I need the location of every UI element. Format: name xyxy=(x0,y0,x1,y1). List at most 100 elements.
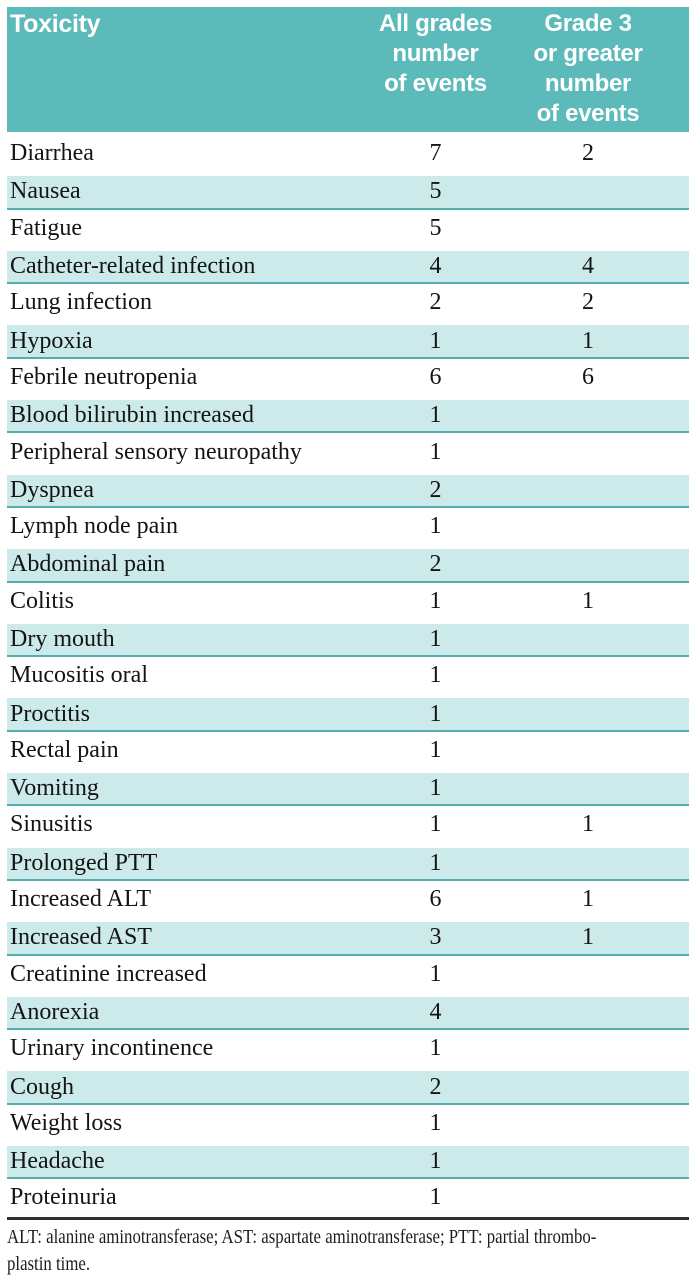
table-row: Rectal pain 1 xyxy=(7,731,689,770)
all-grades-cell: 6 xyxy=(429,363,442,390)
all-grades-cell: 1 xyxy=(429,1035,442,1062)
grade3-cell: 2 xyxy=(582,140,594,167)
all-grades-cell: 5 xyxy=(429,178,442,205)
table-row: Dyspnea 2 xyxy=(7,470,689,508)
toxicity-cell: Catheter-related infection xyxy=(10,253,256,280)
table-row: Anorexia 4 xyxy=(7,992,689,1031)
table-bottom-rule xyxy=(7,1216,689,1220)
toxicity-cell: Proteinuria xyxy=(10,1184,117,1211)
table-row: Increased ALT 6 1 xyxy=(7,880,689,919)
toxicity-cell: Hypoxia xyxy=(10,327,93,354)
table-row: Peripheral sensory neuropathy 1 xyxy=(7,433,689,471)
toxicity-cell: Lymph node pain xyxy=(10,513,178,540)
grade3-cell: 1 xyxy=(582,327,594,354)
all-grades-cell: 1 xyxy=(429,513,442,540)
toxicity-cell: Creatinine increased xyxy=(10,960,207,987)
column-header-grade3: Grade 3 or greater number of events xyxy=(533,10,643,127)
table-row: Vomiting 1 xyxy=(7,769,689,807)
all-grades-cell: 3 xyxy=(429,924,442,951)
column-header-toxicity: Toxicity xyxy=(10,10,101,38)
table-row: Cough 2 xyxy=(7,1067,689,1105)
all-grades-cell: 1 xyxy=(429,1148,442,1175)
grade3-cell: 4 xyxy=(582,253,594,280)
table-row: Colitis 1 1 xyxy=(7,582,689,620)
all-grades-cell: 6 xyxy=(429,886,442,913)
toxicity-cell: Cough xyxy=(10,1073,75,1100)
all-grades-cell: 1 xyxy=(429,1184,442,1211)
table-row: Sinusitis 1 1 xyxy=(7,806,689,844)
table-row: Headache 1 xyxy=(7,1142,689,1180)
all-grades-cell: 4 xyxy=(429,253,442,280)
toxicity-cell: Colitis xyxy=(10,587,75,614)
all-grades-cell: 7 xyxy=(429,140,442,167)
toxicity-cell: Vomiting xyxy=(10,775,99,802)
all-grades-cell: 5 xyxy=(429,214,442,241)
table-body: Diarrhea 7 2 Nausea 5 Fatigue 5 Catheter-relate… xyxy=(7,135,689,1217)
toxicity-cell: Increased ALT xyxy=(10,886,152,913)
toxicity-cell: Headache xyxy=(10,1148,105,1175)
toxicity-cell: Urinary incontinence xyxy=(10,1035,214,1062)
toxicity-cell: Febrile neutropenia xyxy=(10,363,198,390)
all-grades-cell: 1 xyxy=(429,662,442,689)
toxicity-cell: Fatigue xyxy=(10,214,82,241)
table-row: Weight loss 1 xyxy=(7,1104,689,1143)
table-row: Increased AST 3 1 xyxy=(7,918,689,956)
toxicity-cell: Peripheral sensory neuropathy xyxy=(10,438,302,465)
all-grades-cell: 1 xyxy=(429,626,442,652)
toxicity-cell: Diarrhea xyxy=(10,140,94,167)
grade3-cell: 1 xyxy=(582,587,594,614)
toxicity-cell: Nausea xyxy=(10,178,81,205)
grade3-cell: 1 xyxy=(582,811,594,838)
toxicity-cell: Abdominal pain xyxy=(10,551,166,578)
all-grades-cell: 1 xyxy=(429,587,442,614)
table-row: Lymph node pain 1 xyxy=(7,507,689,546)
table-row: Hypoxia 1 1 xyxy=(7,321,689,359)
toxicity-cell: Prolonged PTT xyxy=(10,849,158,876)
all-grades-cell: 1 xyxy=(429,960,442,987)
toxicity-cell: Blood bilirubin increased xyxy=(10,402,254,429)
all-grades-cell: 1 xyxy=(429,402,442,429)
table-row: Fatigue 5 xyxy=(7,209,689,247)
table-row: Mucositis oral 1 xyxy=(7,657,689,695)
toxicity-cell: Lung infection xyxy=(10,289,152,316)
toxicity-cell: Rectal pain xyxy=(10,736,119,763)
table-row: Blood bilirubin increased 1 xyxy=(7,396,689,434)
toxicity-cell: Sinusitis xyxy=(10,811,93,838)
table-row: Nausea 5 xyxy=(7,172,689,210)
column-header-all-grades: All grades number of events xyxy=(378,10,493,97)
table-row: Proctitis 1 xyxy=(7,694,689,732)
all-grades-cell: 2 xyxy=(429,1073,442,1100)
all-grades-cell: 1 xyxy=(429,700,442,727)
toxicity-cell: Dry mouth xyxy=(10,626,115,652)
table-row: Lung infection 2 2 xyxy=(7,284,689,322)
abbreviations-footnote: ALT: alanine aminotransferase; AST: aspa… xyxy=(7,1225,597,1275)
table-header-row: Toxicity All grades number of events Gra… xyxy=(7,7,689,132)
toxicity-cell: Proctitis xyxy=(10,700,91,727)
grade3-cell: 2 xyxy=(582,289,594,316)
toxicity-cell: Weight loss xyxy=(10,1109,123,1136)
table-row: Urinary incontinence 1 xyxy=(7,1030,689,1068)
all-grades-cell: 2 xyxy=(429,551,442,578)
table-row: Dry mouth 1 xyxy=(7,619,689,658)
table-row: Catheter-related infection 4 4 xyxy=(7,246,689,285)
all-grades-cell: 2 xyxy=(429,476,442,503)
all-grades-cell: 1 xyxy=(429,736,442,763)
all-grades-cell: 4 xyxy=(429,998,442,1025)
all-grades-cell: 1 xyxy=(429,327,442,354)
toxicity-cell: Increased AST xyxy=(10,924,152,951)
all-grades-cell: 1 xyxy=(429,438,442,465)
toxicity-cell: Dyspnea xyxy=(10,476,94,503)
toxicity-cell: Anorexia xyxy=(10,998,100,1025)
all-grades-cell: 1 xyxy=(429,775,442,802)
table-row: Creatinine increased 1 xyxy=(7,955,689,993)
all-grades-cell: 1 xyxy=(429,849,442,876)
toxicity-cell: Mucositis oral xyxy=(10,662,148,689)
all-grades-cell: 2 xyxy=(429,289,442,316)
all-grades-cell: 1 xyxy=(429,1109,442,1136)
table-row: Febrile neutropenia 6 6 xyxy=(7,358,689,397)
grade3-cell: 1 xyxy=(582,924,594,951)
table-row: Proteinuria 1 xyxy=(7,1179,689,1217)
grade3-cell: 1 xyxy=(582,886,594,913)
all-grades-cell: 1 xyxy=(429,811,442,838)
